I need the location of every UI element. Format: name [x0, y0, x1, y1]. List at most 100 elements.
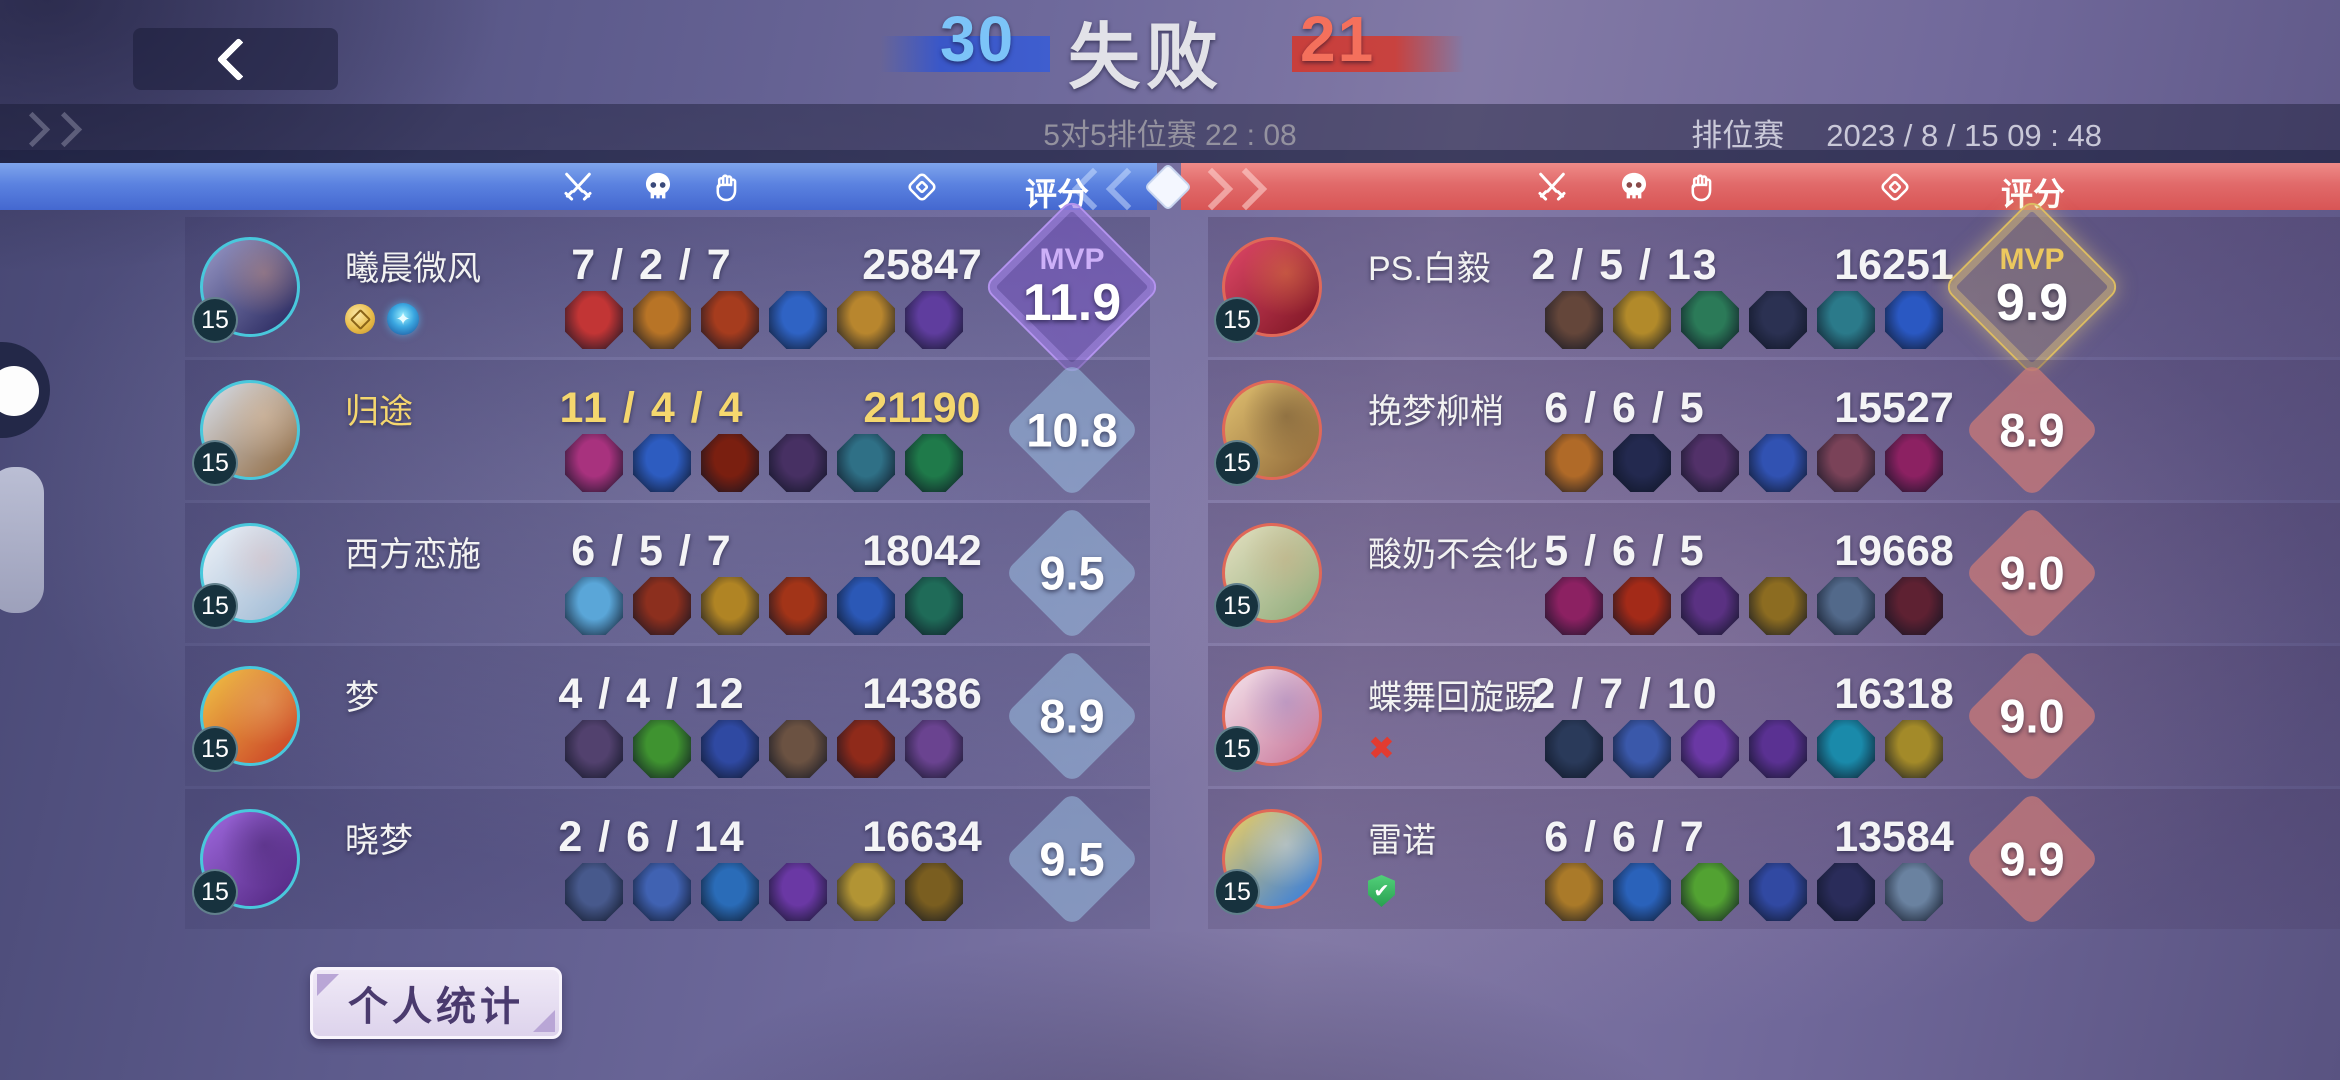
rating-value: 9.5	[1039, 546, 1105, 600]
item-icon[interactable]	[769, 863, 827, 921]
hero-avatar[interactable]: 15	[1214, 666, 1322, 772]
item-icon[interactable]	[1885, 434, 1943, 492]
item-icon[interactable]	[1885, 720, 1943, 778]
player-row[interactable]: 15 归途 11 / 4 / 4 21190 10.8	[185, 360, 1150, 500]
item-icon[interactable]	[1885, 863, 1943, 921]
item-icon[interactable]	[1749, 291, 1807, 349]
player-row[interactable]: 15 曦晨微风 ✦ 7 / 2 / 7 25847 MVP 11.9	[185, 197, 1162, 377]
player-row[interactable]: 15 酸奶不会化 5 / 6 / 5 19668 9.0	[1208, 503, 2340, 643]
player-row[interactable]: 15 挽梦柳梢 6 / 6 / 5 15527 8.9	[1208, 360, 2340, 500]
kda-value: 6 / 6 / 5	[1544, 384, 1706, 432]
item-icon[interactable]	[565, 291, 623, 349]
item-icon[interactable]	[837, 577, 895, 635]
item-icon[interactable]	[701, 863, 759, 921]
item-icon[interactable]	[1749, 434, 1807, 492]
item-icon[interactable]	[1681, 720, 1739, 778]
floating-assistant-button[interactable]	[0, 366, 39, 416]
hero-avatar[interactable]: 15	[1214, 809, 1322, 915]
item-icon[interactable]	[769, 434, 827, 492]
gold-value: 19668	[1834, 527, 1954, 575]
item-icon[interactable]	[905, 863, 963, 921]
floating-side-handle[interactable]	[0, 467, 44, 613]
item-icon[interactable]	[769, 291, 827, 349]
item-icon[interactable]	[905, 720, 963, 778]
hero-avatar[interactable]: 15	[1214, 523, 1322, 629]
player-info: 雷诺 ✔	[1368, 813, 1436, 908]
hero-avatar[interactable]: 15	[192, 523, 300, 629]
player-row[interactable]: 15 西方恋施 6 / 5 / 7 18042 9.5	[185, 503, 1150, 643]
player-info: PS.白毅	[1368, 241, 1491, 336]
player-badges	[345, 731, 379, 765]
personal-stats-button[interactable]: 个人统计	[310, 967, 562, 1039]
item-icon[interactable]	[837, 863, 895, 921]
item-icon[interactable]	[1681, 863, 1739, 921]
item-icon[interactable]	[1681, 291, 1739, 349]
item-icon[interactable]	[1749, 863, 1807, 921]
hero-avatar[interactable]: 15	[192, 380, 300, 486]
item-icon[interactable]	[1545, 577, 1603, 635]
item-icon[interactable]	[769, 720, 827, 778]
item-icon[interactable]	[1681, 577, 1739, 635]
hero-avatar[interactable]: 15	[192, 809, 300, 915]
item-icon[interactable]	[633, 434, 691, 492]
item-icon[interactable]	[905, 577, 963, 635]
item-icon[interactable]	[1749, 577, 1807, 635]
back-button[interactable]	[133, 28, 338, 90]
player-row[interactable]: 15 晓梦 2 / 6 / 14 16634 9.5	[185, 789, 1150, 929]
item-icon[interactable]	[565, 577, 623, 635]
item-icon[interactable]	[1817, 720, 1875, 778]
item-icon[interactable]	[633, 291, 691, 349]
item-icon[interactable]	[701, 720, 759, 778]
item-icon[interactable]	[837, 291, 895, 349]
item-icon[interactable]	[1545, 434, 1603, 492]
hero-avatar[interactable]: 15	[1214, 237, 1322, 343]
gold-value: 25847	[862, 241, 982, 289]
hero-avatar[interactable]: 15	[1214, 380, 1322, 486]
player-info: 梦	[345, 670, 379, 765]
gold-value: 15527	[1834, 384, 1954, 432]
item-icon[interactable]	[1885, 291, 1943, 349]
item-icon[interactable]	[837, 434, 895, 492]
item-icon[interactable]	[1817, 577, 1875, 635]
item-icon[interactable]	[1613, 434, 1671, 492]
item-icon[interactable]	[1817, 434, 1875, 492]
subtitle-strip	[0, 104, 2340, 150]
item-icon[interactable]	[837, 720, 895, 778]
item-icon[interactable]	[701, 434, 759, 492]
hero-avatar[interactable]: 15	[192, 237, 300, 343]
blue-team-score: 30	[940, 3, 1016, 75]
item-icon[interactable]	[1817, 863, 1875, 921]
item-icon[interactable]	[633, 863, 691, 921]
item-icon[interactable]	[1545, 863, 1603, 921]
item-icon[interactable]	[1681, 434, 1739, 492]
item-icon[interactable]	[1613, 720, 1671, 778]
hero-avatar[interactable]: 15	[192, 666, 300, 772]
item-icon[interactable]	[565, 434, 623, 492]
item-icon[interactable]	[1613, 291, 1671, 349]
item-icon[interactable]	[633, 577, 691, 635]
item-icon[interactable]	[565, 720, 623, 778]
item-icon[interactable]	[565, 863, 623, 921]
item-icon[interactable]	[701, 577, 759, 635]
item-icon[interactable]	[1817, 291, 1875, 349]
item-icon[interactable]	[905, 434, 963, 492]
item-icon[interactable]	[1613, 577, 1671, 635]
item-icon[interactable]	[633, 720, 691, 778]
player-row[interactable]: 15 蝶舞回旋踢 ✖ 2 / 7 / 10 16318 9.0	[1208, 646, 2340, 786]
player-row[interactable]: 15 PS.白毅 2 / 5 / 13 16251 MVP 9.9	[1208, 197, 2340, 377]
item-icon[interactable]	[905, 291, 963, 349]
player-info: 曦晨微风 ✦	[345, 241, 481, 336]
player-badges: ✦	[345, 302, 481, 336]
player-row[interactable]: 15 雷诺 ✔ 6 / 6 / 7 13584 9.9	[1208, 789, 2340, 929]
item-icon[interactable]	[1749, 720, 1807, 778]
player-row[interactable]: 15 梦 4 / 4 / 12 14386 8.9	[185, 646, 1150, 786]
item-icon[interactable]	[1545, 720, 1603, 778]
item-icon[interactable]	[769, 577, 827, 635]
item-icon[interactable]	[1545, 291, 1603, 349]
rating-value: 9.0	[1999, 689, 2065, 743]
player-name: 西方恋施	[345, 536, 481, 574]
item-icon[interactable]	[1613, 863, 1671, 921]
item-icon[interactable]	[1885, 577, 1943, 635]
player-info: 蝶舞回旋踢 ✖	[1368, 670, 1538, 766]
item-icon[interactable]	[701, 291, 759, 349]
